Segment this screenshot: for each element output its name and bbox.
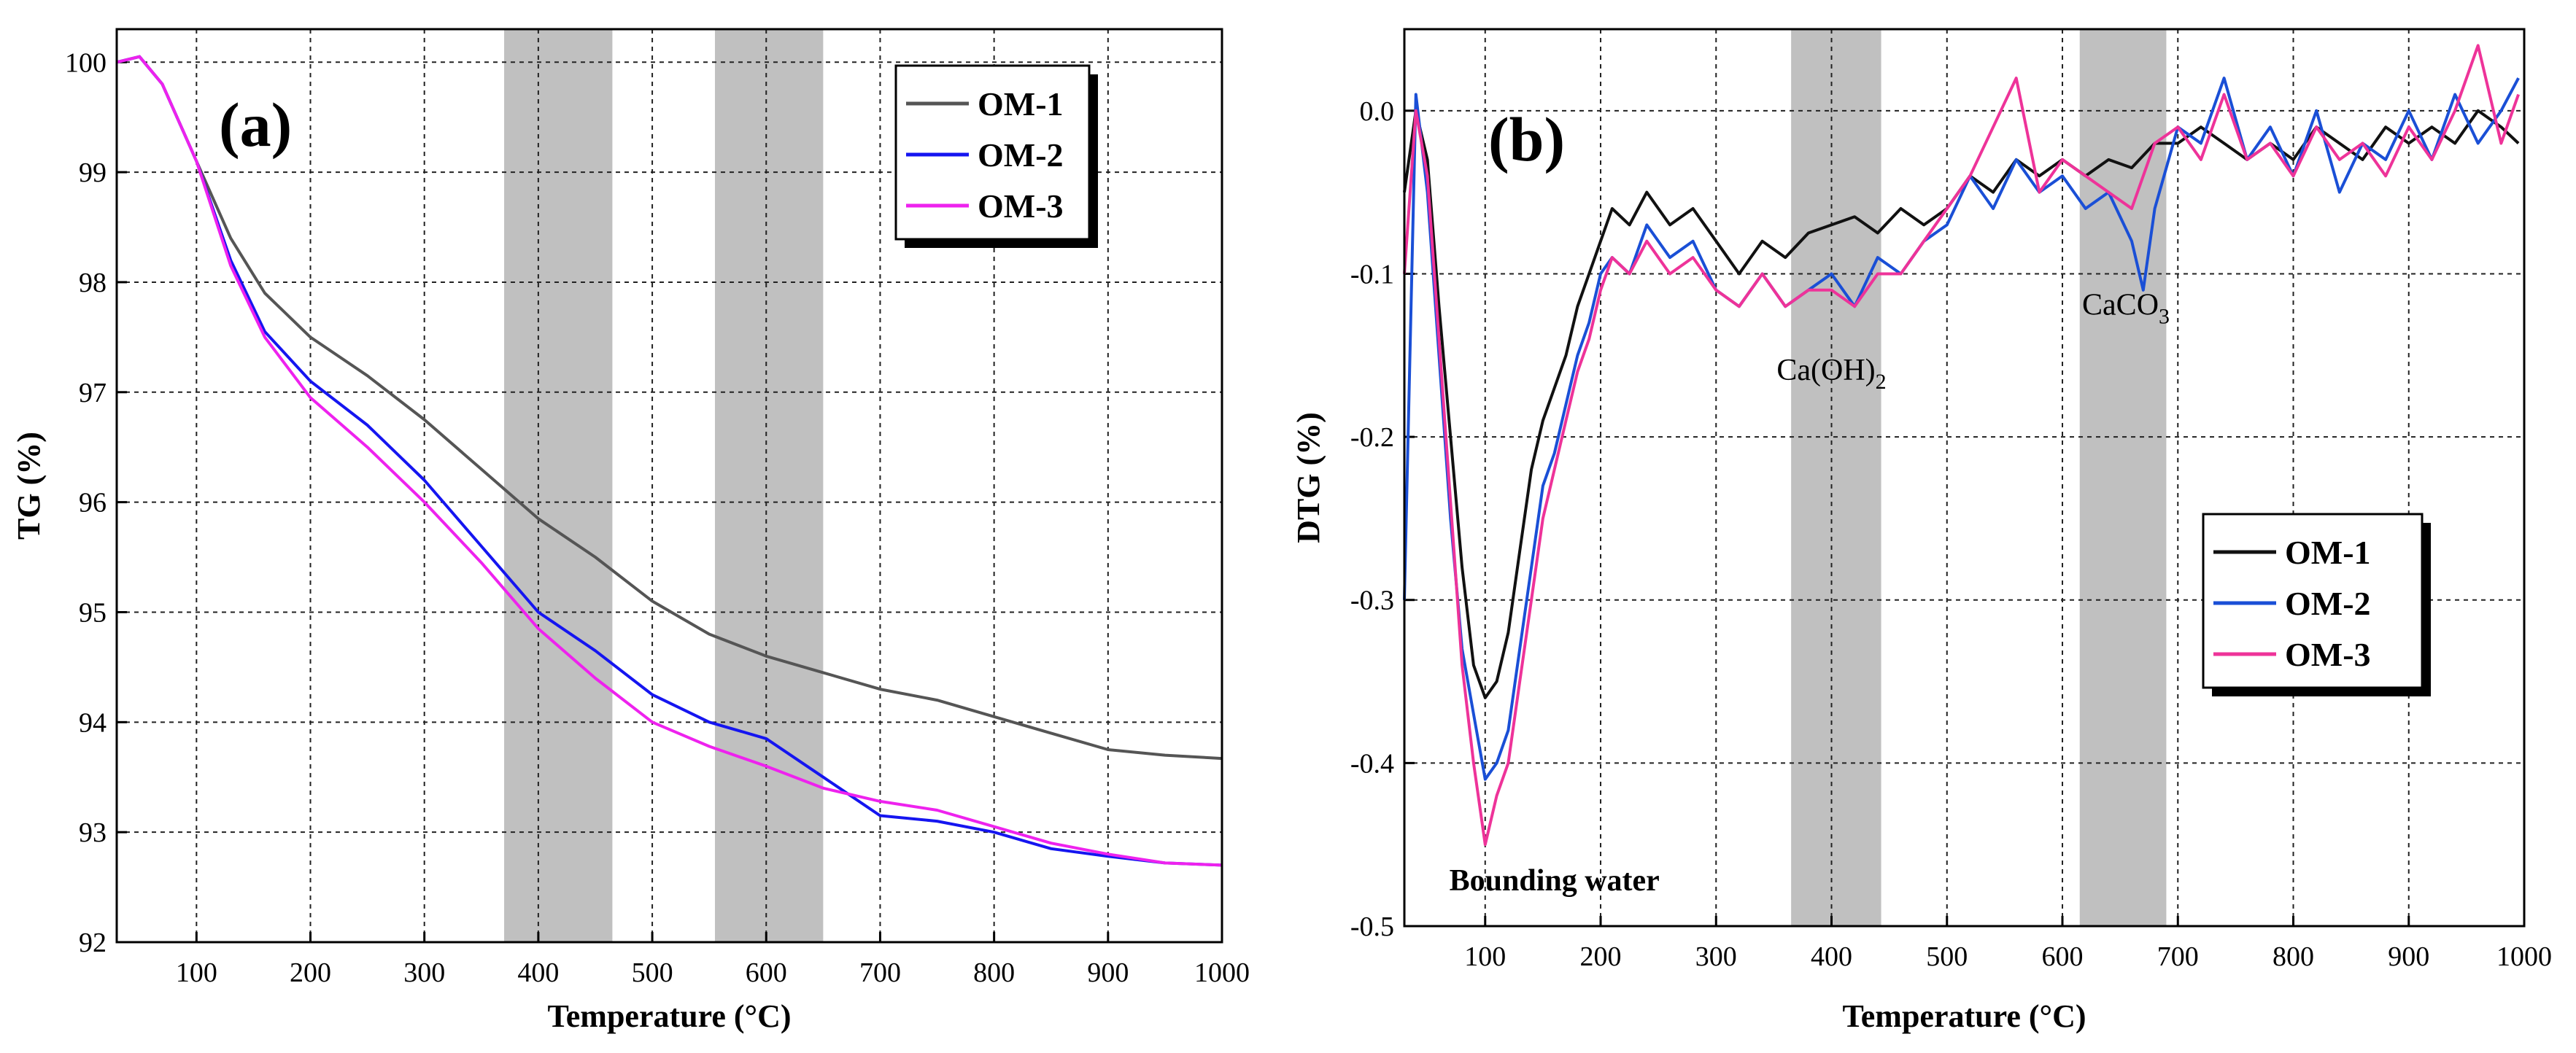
x-axis-label: Temperature (°C) (1842, 998, 2086, 1034)
y-tick-label: -0.1 (1350, 259, 1394, 290)
x-tick-label: 800 (2273, 941, 2314, 972)
series-line-om-1 (1403, 109, 2520, 699)
annotation-text: Ca(OH) (1776, 354, 1875, 387)
annotation-label: CaCO3 (2082, 288, 2170, 328)
x-tick-label: 600 (746, 957, 787, 988)
legend-label: OM-2 (978, 136, 1064, 174)
annotation-text: CaCO (2082, 288, 2159, 322)
x-tick-label: 500 (1926, 941, 1968, 972)
y-tick-label: -0.5 (1350, 912, 1394, 942)
shaded-region-1 (504, 29, 613, 942)
y-tick-label: 93 (79, 817, 107, 848)
x-tick-label: 400 (517, 957, 559, 988)
series-line-om-1 (116, 55, 1223, 761)
series-line-om-3 (116, 55, 1223, 867)
y-tick-label: 97 (79, 378, 107, 408)
y-tick-label: 0.0 (1360, 96, 1395, 127)
legend-label: OM-2 (2285, 585, 2371, 622)
annotation-label: Bounding water (1450, 864, 1660, 898)
x-tick-label: 200 (1580, 941, 1622, 972)
x-tick-label: 1000 (2496, 941, 2552, 972)
y-tick-label: -0.4 (1350, 748, 1394, 779)
annotation-label: Ca(OH)2 (1776, 354, 1886, 394)
x-tick-label: 900 (1087, 957, 1129, 988)
legend-label: OM-3 (2285, 636, 2371, 673)
y-tick-label: 92 (79, 928, 107, 958)
y-tick-label: 95 (79, 597, 107, 628)
series-line-om-3 (1403, 44, 2520, 847)
x-tick-label: 400 (1811, 941, 1852, 972)
y-axis-label: TG (%) (11, 432, 47, 540)
chart-panel-b: 100 200 300 400 500 600 700 800 900 1000 0.0 -0.1 -0… (1291, 28, 2552, 1034)
x-tick-label: 600 (2042, 941, 2084, 972)
y-tick-label: 94 (79, 707, 107, 738)
y-axis-label: DTG (%) (1291, 412, 1326, 543)
x-tick-label: 800 (973, 957, 1015, 988)
annotation-subscript: 2 (1876, 370, 1887, 394)
annotation-subscript: 3 (2159, 304, 2170, 328)
shaded-region-1 (1791, 29, 1881, 926)
y-tick-label: -0.2 (1350, 422, 1394, 453)
legend-label: OM-3 (978, 187, 1064, 225)
x-tick-label: 200 (290, 957, 331, 988)
y-tick-label: -0.3 (1350, 586, 1394, 616)
legend-box (2202, 513, 2424, 689)
plot-frame (115, 28, 1223, 944)
x-tick-label: 500 (632, 957, 673, 988)
x-tick-label: 300 (403, 957, 445, 988)
panel-label: (b) (1488, 104, 1565, 174)
x-tick-label: 700 (2157, 941, 2199, 972)
plot-frame (1403, 28, 2526, 928)
x-tick-label: 700 (859, 957, 901, 988)
y-tick-label: 99 (79, 158, 107, 188)
y-tick-label: 98 (79, 268, 107, 298)
shaded-region-2 (714, 29, 824, 942)
shaded-region-2 (2079, 29, 2167, 926)
x-tick-label: 100 (1464, 941, 1506, 972)
y-tick-label: 96 (79, 488, 107, 518)
x-tick-label: 100 (176, 957, 217, 988)
legend-box (894, 64, 1091, 241)
x-tick-label: 1000 (1194, 957, 1250, 988)
x-tick-label: 300 (1695, 941, 1737, 972)
x-axis-label: Temperature (°C) (547, 998, 791, 1034)
legend-label: OM-1 (2285, 534, 2371, 571)
y-tick-label: 100 (65, 47, 107, 78)
legend-label: OM-1 (978, 85, 1064, 123)
annotation-text: Bounding water (1450, 864, 1660, 898)
chart-panel-a: 100 200 300 400 500 600 700 800 900 1000 92 93 94 95 9… (11, 28, 1250, 1034)
x-tick-label: 900 (2388, 941, 2429, 972)
panel-label: (a) (219, 90, 292, 160)
